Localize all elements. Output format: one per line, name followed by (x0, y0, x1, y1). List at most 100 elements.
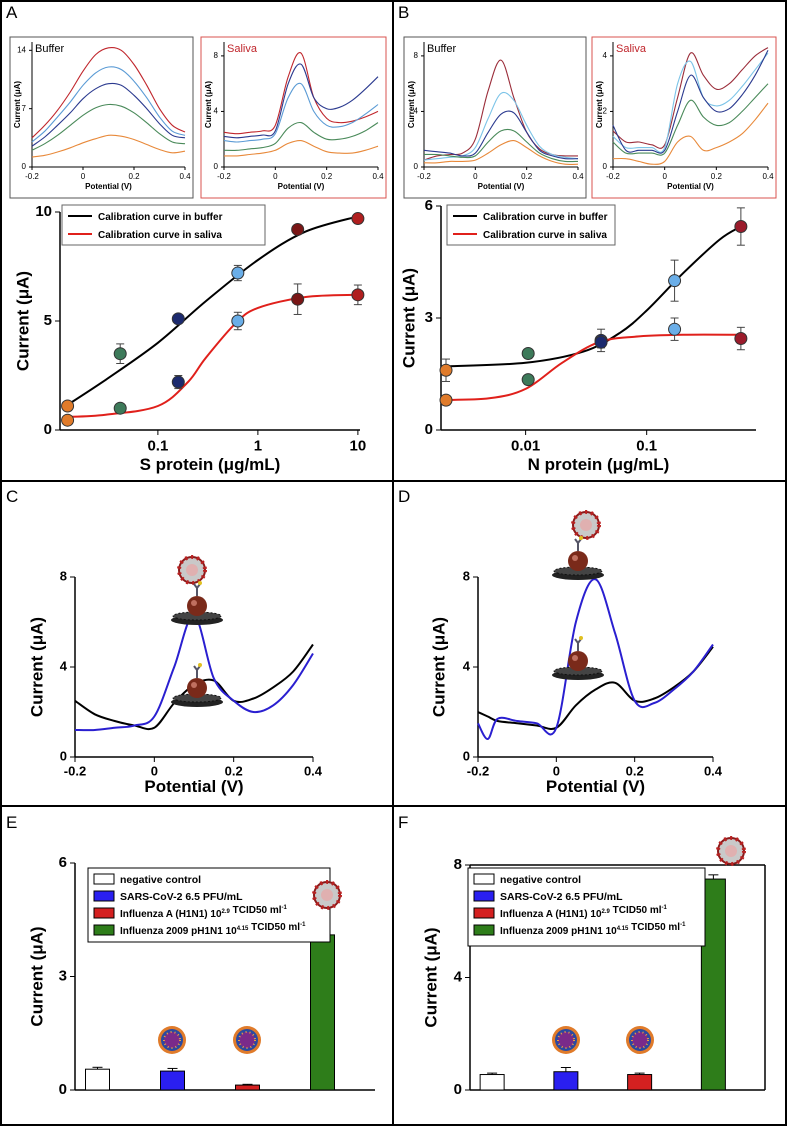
y-axis-label: Current (μA) (399, 268, 418, 368)
legend-label-part: TCID50 ml (230, 905, 282, 916)
panel-label: D (398, 487, 410, 506)
x-axis-label: Potential (V) (546, 777, 645, 796)
y-tick-label: 0 (414, 162, 419, 171)
legend-swatch (473, 907, 495, 919)
panel-label: E (6, 813, 17, 832)
fit-curve (65, 293, 358, 418)
y-tick-label: 4 (414, 107, 419, 116)
data-point (351, 212, 365, 226)
legend-label-sup: 2.9 (602, 909, 611, 915)
data-line (612, 52, 769, 153)
virus-icon (551, 1025, 581, 1055)
y-tick-label: 4 (214, 107, 219, 116)
legend-label-part: TCID50 ml (628, 922, 680, 933)
y-tick-label: 8 (214, 51, 219, 60)
legend-label: SARS-CoV-2 6.5 PFU/mL (120, 891, 243, 903)
data-line (31, 134, 186, 158)
y-tick-label: 10 (35, 203, 52, 220)
x-tick-label: 0.2 (128, 172, 140, 181)
panel-label: B (398, 3, 409, 22)
bar (479, 1074, 505, 1091)
inset-frame (9, 36, 194, 199)
data-line (612, 102, 769, 165)
x-tick-label: 0 (473, 172, 478, 181)
legend-label-sup: 4.15 (237, 926, 249, 932)
chart: E 0 3 6 Current (μA) negative control SARS-CoV… (6, 813, 375, 1098)
x-tick-label: 0 (151, 764, 158, 779)
legend-label-part: TCID50 ml (248, 922, 300, 933)
x-axis-label: Potential (V) (478, 182, 525, 191)
legend-box (446, 204, 616, 246)
data-line (612, 47, 769, 149)
x-tick-label: 1 (254, 438, 262, 455)
y-axis-label: Current (μA) (13, 81, 22, 128)
legend-label-part: TCID50 ml (610, 905, 662, 916)
panel-label: A (6, 3, 18, 22)
virus-icon (232, 1025, 262, 1055)
bar (627, 1074, 653, 1091)
data-line (31, 66, 186, 143)
legend-label-sup: -1 (300, 922, 306, 928)
y-tick-label: 0 (60, 748, 67, 763)
legend-label-sup: 4.15 (617, 926, 629, 932)
x-axis-label: Potential (V) (667, 182, 714, 191)
data-point (521, 346, 535, 360)
x-tick-label: 0.2 (711, 172, 723, 181)
data-point (734, 332, 748, 346)
data-point (351, 288, 365, 302)
fit-curve (440, 225, 742, 368)
legend-swatch (93, 890, 115, 902)
y-tick-label: 7 (22, 104, 27, 113)
chart: B 0 3 6 0.01 0.1N protein (μg/mL) Current (μA)… (398, 3, 756, 474)
y-tick-label: 3 (59, 967, 67, 984)
x-tick-label: -0.2 (64, 764, 86, 779)
y-tick-label: 0 (59, 1081, 67, 1098)
x-tick-label: 0 (662, 172, 667, 181)
y-tick-label: 0 (603, 162, 608, 171)
y-tick-label: 6 (59, 854, 67, 871)
bar (310, 934, 335, 1091)
virus-icon (157, 1025, 187, 1055)
y-tick-label: 8 (60, 568, 67, 583)
data-line (223, 63, 379, 139)
legend-swatch (93, 924, 115, 936)
data-line (223, 52, 379, 135)
x-axis-label: Potential (V) (278, 182, 325, 191)
y-tick-label: 3 (425, 309, 433, 326)
data-point (171, 375, 185, 389)
legend-box (467, 867, 706, 947)
legend-label-part: Influenza 2009 pH1N1 10 (500, 926, 617, 937)
x-tick-label: 0.2 (521, 172, 533, 181)
data-line (31, 46, 186, 139)
legend-label-sup: -1 (680, 922, 686, 928)
data-line (223, 82, 379, 143)
y-tick-label: 14 (17, 45, 26, 54)
x-tick-label: 10 (350, 438, 367, 455)
legend-label: Influenza A (H1N1) 102.9 TCID50 ml-1 (500, 905, 668, 920)
data-line (74, 614, 314, 732)
y-axis-label: Current (μA) (27, 926, 46, 1026)
inset-frame (403, 36, 587, 199)
x-tick-label: 0.4 (372, 172, 384, 181)
x-tick-label: 0.4 (304, 764, 323, 779)
data-point (668, 274, 682, 288)
virus-icon (625, 1025, 655, 1055)
y-tick-label: 6 (425, 197, 433, 214)
inset-frame (200, 36, 387, 199)
panel-label: C (6, 487, 18, 506)
chart: F 0 4 8 Current (μA) negative control SARS-CoV… (398, 813, 766, 1098)
x-tick-label: 0.4 (179, 172, 191, 181)
virus-icon (716, 836, 746, 866)
x-tick-label: 0.2 (225, 764, 243, 779)
data-line (31, 103, 186, 151)
x-tick-label: 0.4 (572, 172, 584, 181)
x-tick-label: 0 (81, 172, 86, 181)
y-tick-label: 4 (463, 658, 471, 673)
y-tick-label: 5 (44, 312, 52, 329)
x-tick-label: -0.2 (25, 172, 39, 181)
